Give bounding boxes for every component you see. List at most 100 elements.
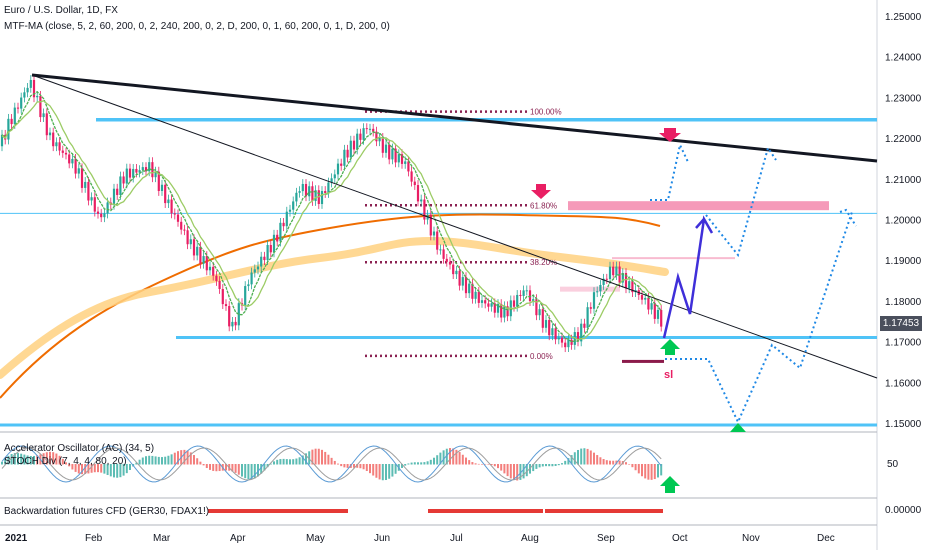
ac-bar [113,464,115,478]
ac-bar [423,462,426,465]
x-tick-label: Oct [672,533,688,544]
projection-path [839,208,857,227]
candle-body [45,113,48,136]
stoch-legend[interactable]: STOCH Div (7, 4, 4, 80, 20) [4,456,127,467]
ac-bar [474,463,477,465]
candle-body [650,303,653,310]
ac-bar [170,454,173,465]
ac-bar [151,455,154,465]
candle-body [423,199,426,220]
backwardation-bar [545,509,663,513]
up-arrow [660,339,680,355]
candle-body [343,149,346,166]
ac-bar [20,453,23,465]
candle-body [535,299,538,316]
ac-bar [29,455,32,465]
ac-legend[interactable]: Accelerator Oscillator (AC) (34, 5) [4,443,155,454]
ac-bar [308,451,311,465]
candle-body [653,303,656,319]
ac-bar [285,459,288,465]
ac-bar [442,450,445,465]
candle-body [445,258,448,262]
ac-bar [458,452,461,465]
candle-body [356,133,359,150]
candle-body [90,197,93,201]
ac-bar [247,464,250,480]
candle-body [362,128,365,140]
ac-bar [298,457,301,465]
ac-bar [333,460,336,465]
ac-bar [625,462,627,465]
ac-bar [52,452,55,465]
y-tick-label: 1.21000 [885,175,922,186]
candle-body [378,137,381,142]
candle-body [135,168,138,173]
candle-body [55,142,58,147]
candle-body [420,199,423,202]
symbol-title[interactable]: Euro / U.S. Dollar, 1D, FX [4,5,118,16]
candle-body [615,266,618,276]
candle-body [61,150,64,153]
ac-bar [477,463,480,465]
ac-bar [279,459,282,465]
ac-bar [538,464,541,468]
ac-bar [202,464,205,466]
y-tick-label: 1.24000 [885,53,922,64]
candle-body [208,266,212,271]
ac-bar [257,464,259,477]
candle-body [493,303,496,313]
ac-bar [321,449,323,465]
candle-body [500,304,503,318]
candle-body [164,184,167,204]
ac-bar [327,454,330,465]
candle-body [404,161,407,164]
candle-body [586,307,589,328]
candle-body [93,197,96,212]
ac-bar [657,464,659,478]
candle-body [128,168,132,178]
ac-bar [641,464,643,477]
ac-bar [116,464,119,478]
ac-bar [68,464,71,467]
candle-body [58,142,61,151]
ac-bar [500,464,503,471]
ac-bar [282,458,285,465]
candle-body [407,161,410,172]
ac-bar [439,452,442,465]
x-tick-label: Nov [742,533,760,544]
ac-bar [77,464,80,474]
candle-body [112,188,116,205]
candle-body [624,273,628,289]
ac-bar [593,452,595,465]
backwardation-legend[interactable]: Backwardation futures CFD (GER30, FDAX1!… [4,506,210,517]
current-price-tag: 1.17453 [880,316,922,331]
ac-bar [273,461,275,465]
ac-bar [410,462,413,465]
y-tick-label: 1.15000 [885,419,922,430]
projection-zigzag [662,215,714,339]
mtf-ma-legend[interactable]: MTF-MA (close, 5, 2, 60, 200, 0, 2, 240,… [4,21,390,32]
ac-bar [45,452,48,465]
candle-body [324,191,327,194]
ac-bar [337,463,339,465]
ac-bar [346,464,349,468]
candle-body [218,280,221,289]
candle-body [532,299,535,302]
ac-bar [564,460,567,465]
candle-body [298,191,301,193]
candle-body [228,306,231,327]
ac-bar [7,455,10,465]
candle-body [196,246,199,256]
ac-bar [365,464,368,471]
ac-bar [481,464,483,465]
ac-bar [455,449,458,465]
candle-body [308,186,311,197]
ac-bar [503,464,506,474]
candle-body [151,162,154,178]
ac-bar [506,464,509,477]
ac-bar [317,448,320,465]
ac-bar [212,464,215,471]
candle-body [525,290,528,292]
ac-bar [519,464,522,480]
